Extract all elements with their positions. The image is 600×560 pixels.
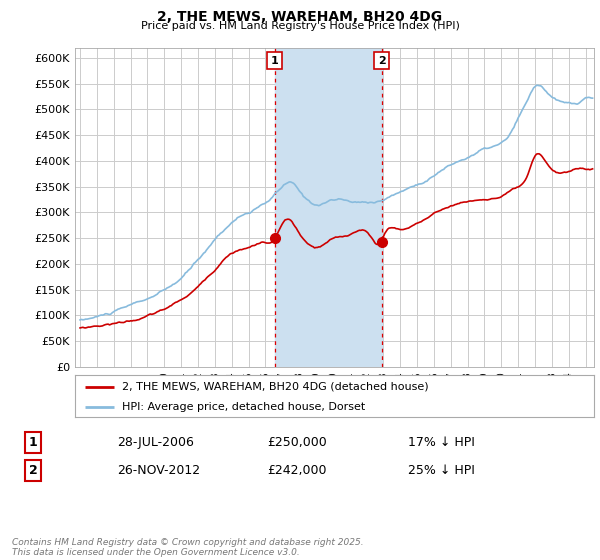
Text: £250,000: £250,000 [267, 436, 327, 449]
Text: 17% ↓ HPI: 17% ↓ HPI [408, 436, 475, 449]
Text: Contains HM Land Registry data © Crown copyright and database right 2025.
This d: Contains HM Land Registry data © Crown c… [12, 538, 364, 557]
Text: HPI: Average price, detached house, Dorset: HPI: Average price, detached house, Dors… [122, 402, 365, 412]
Text: 1: 1 [29, 436, 37, 449]
Text: 28-JUL-2006: 28-JUL-2006 [117, 436, 194, 449]
Text: 2: 2 [29, 464, 37, 477]
Bar [275, 48, 382, 367]
Text: Price paid vs. HM Land Registry's House Price Index (HPI): Price paid vs. HM Land Registry's House … [140, 21, 460, 31]
Text: 26-NOV-2012: 26-NOV-2012 [117, 464, 200, 477]
Text: 2, THE MEWS, WAREHAM, BH20 4DG (detached house): 2, THE MEWS, WAREHAM, BH20 4DG (detached… [122, 382, 428, 392]
Text: £242,000: £242,000 [267, 464, 326, 477]
Text: 2: 2 [378, 55, 386, 66]
Text: 2, THE MEWS, WAREHAM, BH20 4DG: 2, THE MEWS, WAREHAM, BH20 4DG [157, 10, 443, 24]
Text: 1: 1 [271, 55, 278, 66]
Text: 25% ↓ HPI: 25% ↓ HPI [408, 464, 475, 477]
